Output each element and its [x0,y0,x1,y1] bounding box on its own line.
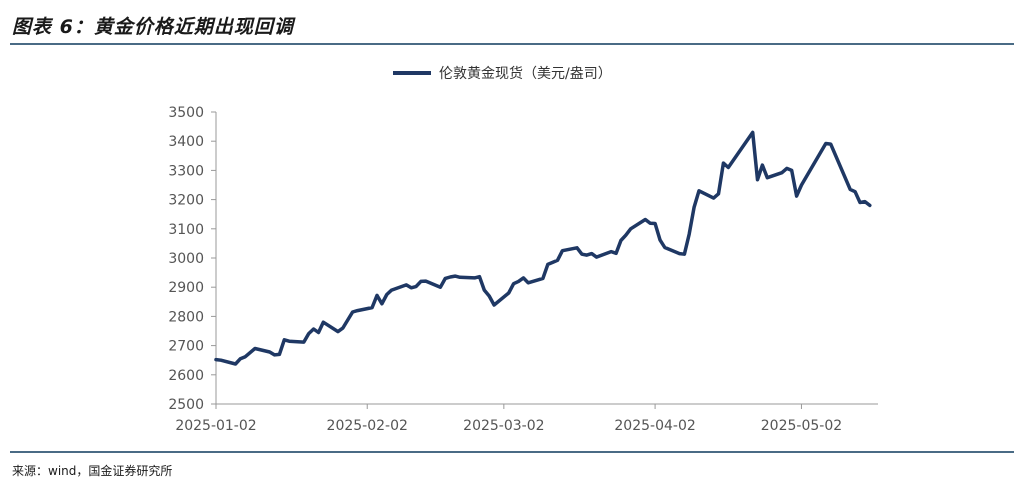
y-tick-label: 3500 [168,105,204,121]
y-tick-label: 2600 [168,368,204,384]
x-tick-label: 2025-03-02 [463,418,544,434]
top-divider [10,43,1014,45]
y-tick-label: 2700 [168,339,204,355]
y-tick-label: 3300 [168,163,204,179]
x-tick-label: 2025-04-02 [614,418,695,434]
bottom-divider [10,451,1014,453]
y-tick-label: 3000 [168,251,204,267]
y-tick-label: 3200 [168,193,204,209]
legend-label: 伦敦黄金现货（美元/盎司） [439,66,612,82]
y-tick-label: 3100 [168,222,204,238]
source-note: 来源：wind，国金证券研究所 [12,464,173,478]
chart-legend: 伦敦黄金现货（美元/盎司） [393,63,612,83]
x-tick-label: 2025-02-02 [327,418,408,434]
page-title: 图表 6：黄金价格近期出现回调 [12,16,294,38]
y-tick-label: 2500 [168,397,204,413]
legend-swatch [393,71,431,75]
x-tick-label: 2025-05-02 [761,418,842,434]
y-tick-label: 3400 [168,134,204,150]
y-tick-label: 2800 [168,309,204,325]
series-line-gold-price [214,130,872,366]
y-tick-label: 2900 [168,280,204,296]
x-tick-label: 2025-01-02 [175,418,256,434]
